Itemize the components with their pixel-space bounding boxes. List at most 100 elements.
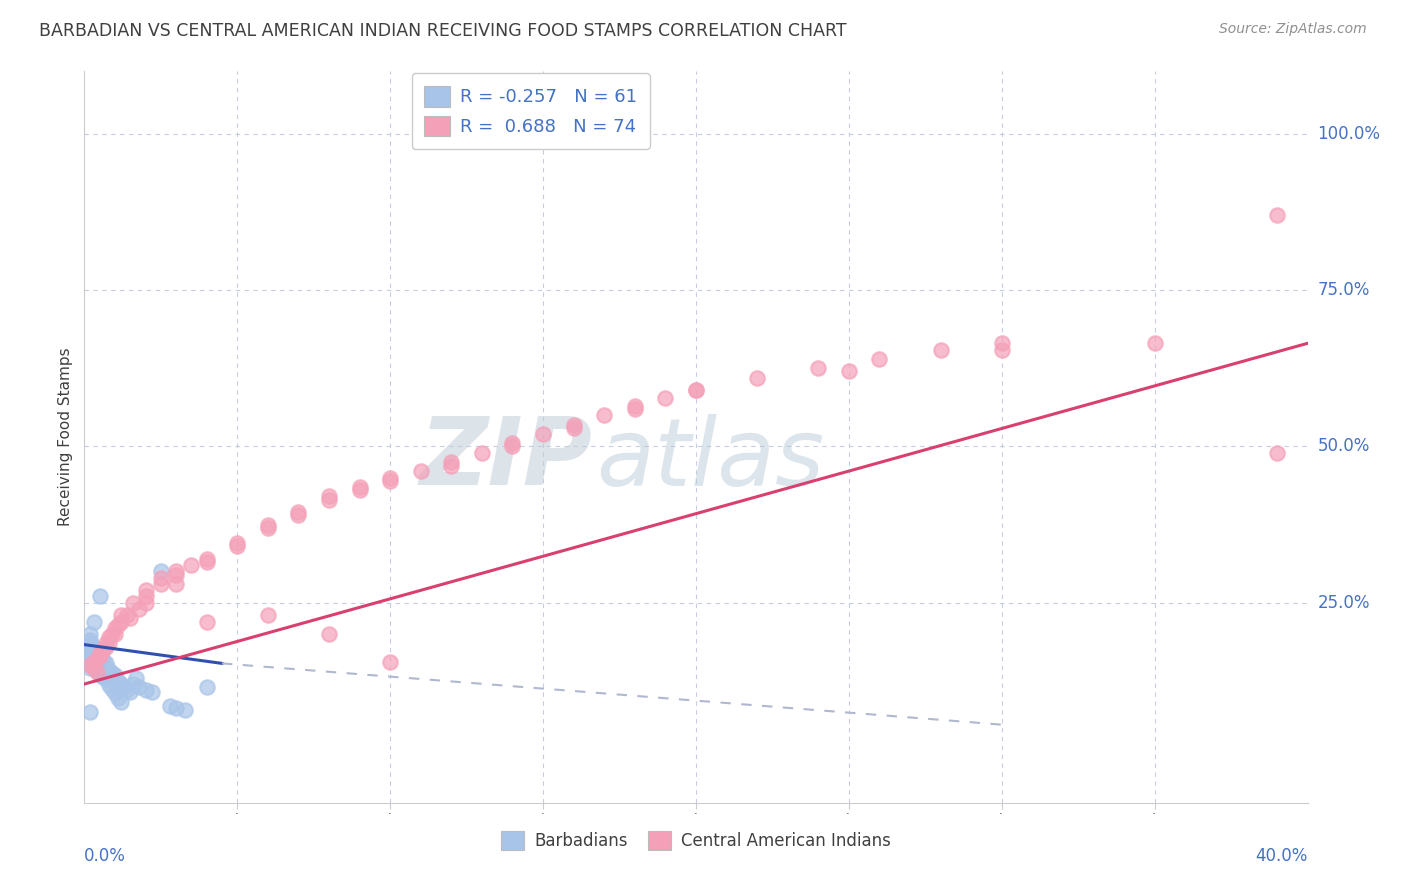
Point [79,640,101,654]
Point [115,608,138,623]
Point [654,391,676,405]
Point [226,540,249,554]
Point [89,658,111,673]
Text: 25.0%: 25.0% [1317,594,1369,612]
Point [562,420,585,434]
Point [91,658,114,673]
Point [195,680,218,694]
Point [110,608,132,623]
Point [195,552,218,566]
Point [174,703,197,717]
Point [94,672,117,686]
Point [91,661,114,675]
Point [79,636,101,650]
Point [1265,208,1288,222]
Point [79,658,101,673]
Point [624,401,647,416]
Point [94,665,117,679]
Point [991,343,1014,357]
Text: 75.0%: 75.0% [1317,281,1369,299]
Point [76,648,98,663]
Point [89,653,111,667]
Point [159,698,181,713]
Text: ZIP: ZIP [419,413,592,505]
Point [226,536,249,550]
Point [83,661,105,675]
Point [685,383,707,397]
Point [128,602,150,616]
Point [97,678,120,692]
Point [318,492,340,507]
Point [83,646,105,660]
Point [869,351,891,366]
Point [79,661,101,675]
Point [79,642,101,657]
Point [838,364,860,378]
Point [149,577,172,591]
Point [531,426,554,441]
Point [83,655,105,669]
Point [141,684,163,698]
Point [89,590,111,604]
Point [79,627,101,641]
Point [440,455,463,469]
Point [380,471,402,485]
Point [91,642,114,657]
Point [165,700,187,714]
Point [94,659,117,673]
Point [180,558,202,573]
Point [112,680,135,694]
Point [94,640,117,654]
Point [125,671,148,685]
Point [593,408,616,422]
Text: 50.0%: 50.0% [1317,437,1369,456]
Point [349,483,371,498]
Point [502,440,524,454]
Point [165,565,187,579]
Point [624,399,647,413]
Point [83,661,105,675]
Point [86,655,108,669]
Point [86,652,108,666]
Point [79,646,101,660]
Point [120,611,142,625]
Point [287,505,309,519]
Legend: Barbadians, Central American Indians: Barbadians, Central American Indians [491,821,901,860]
Point [76,655,98,669]
Point [380,474,402,488]
Point [86,663,108,677]
Point [104,672,127,686]
Point [101,665,124,680]
Point [135,596,157,610]
Point [685,383,707,397]
Point [380,655,402,669]
Point [104,668,127,682]
Point [79,705,101,719]
Point [1143,336,1166,351]
Point [747,370,769,384]
Point [135,590,157,604]
Point [562,417,585,432]
Point [349,480,371,494]
Point [115,683,138,698]
Point [929,343,952,357]
Point [101,627,124,641]
Point [89,650,111,665]
Point [165,567,187,582]
Point [86,648,108,663]
Point [101,681,124,696]
Point [91,669,114,683]
Point [122,677,145,691]
Point [94,657,117,671]
Point [83,652,105,666]
Point [107,690,129,705]
Point [83,640,105,654]
Point [135,583,157,598]
Point [101,669,124,683]
Point [83,615,105,629]
Y-axis label: Receiving Food Stamps: Receiving Food Stamps [58,348,73,526]
Point [195,615,218,629]
Text: atlas: atlas [596,414,824,505]
Point [86,665,108,679]
Point [287,508,309,523]
